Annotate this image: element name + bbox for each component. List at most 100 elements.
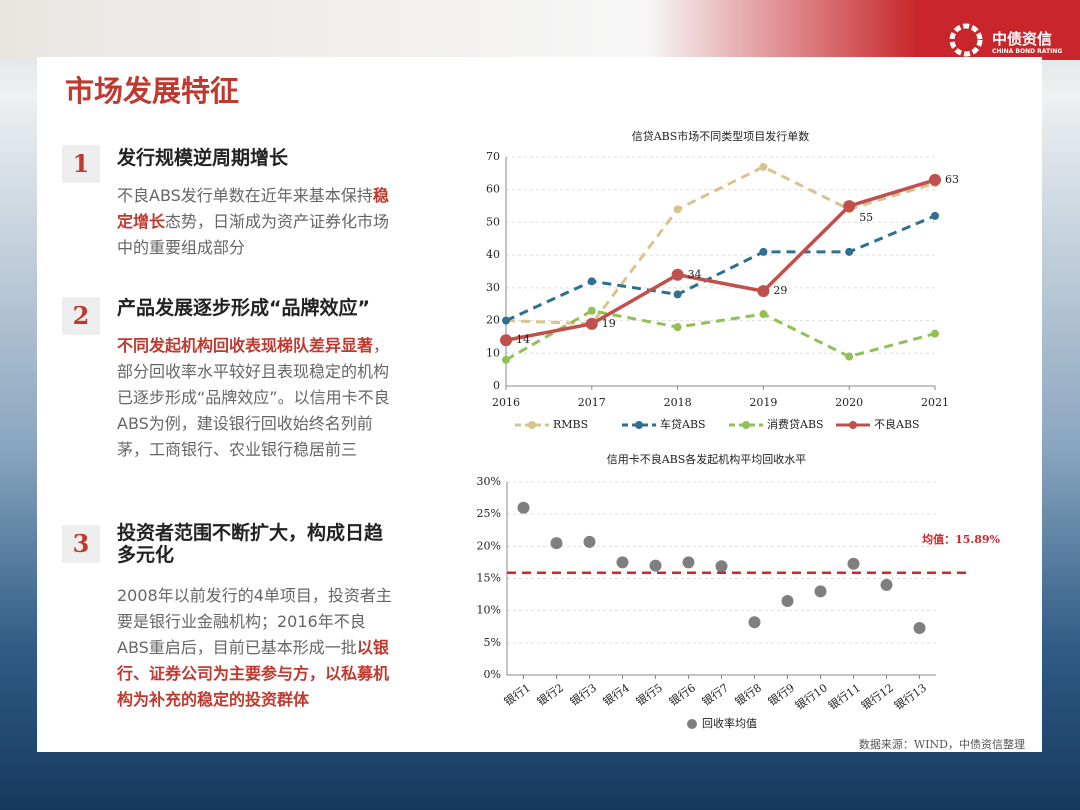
section-body: 不良ABS发行单数在近年来基本保持稳定增长态势，日渐成为资产证券化市场中的重要组… (117, 183, 392, 261)
body-text: 不良ABS发行单数在近年来基本保持 (117, 186, 373, 205)
data-label: 55 (859, 211, 873, 224)
x-tick-label: 银行6 (666, 680, 698, 708)
legend-label: 回收率均值 (702, 716, 757, 730)
logo-sub: CHINA BOND RATING (992, 48, 1063, 55)
data-label: 29 (773, 284, 787, 297)
y-tick-label: 0% (484, 668, 501, 681)
section-number: 1 (62, 145, 100, 183)
x-tick-label: 2017 (578, 396, 606, 409)
y-tick-label: 10 (486, 346, 500, 359)
point (587, 306, 596, 315)
point (880, 578, 893, 591)
point (673, 205, 682, 214)
x-tick-label: 2016 (492, 396, 520, 409)
section-title: 发行规模逆周期增长 (117, 147, 289, 169)
point (673, 290, 682, 299)
point (845, 247, 854, 256)
x-tick-label: 银行7 (699, 680, 731, 708)
point (502, 316, 510, 325)
point (931, 329, 939, 338)
point (913, 622, 926, 635)
x-tick-label: 2020 (835, 396, 863, 409)
source: 数据来源：WIND，中债资信整理 (858, 738, 1025, 751)
point (616, 556, 629, 569)
y-tick-label: 30 (486, 281, 500, 294)
emphasis: 不同发起机构回收表现梯队差异显著 (117, 336, 374, 355)
chart-title: 信用卡不良ABS各发起机构平均回收水平 (607, 452, 807, 466)
y-tick-label: 70 (486, 150, 500, 163)
point (500, 334, 512, 347)
slide-title: 市场发展特征 (65, 74, 240, 108)
line (505, 165, 936, 326)
legend-label: 不良ABS (874, 417, 920, 431)
section-number: 2 (62, 297, 100, 335)
point (814, 585, 827, 598)
point (781, 595, 794, 608)
point (682, 556, 695, 569)
line (505, 309, 936, 362)
point (550, 537, 563, 550)
y-tick-label: 5% (484, 636, 501, 649)
point (847, 557, 860, 570)
panel (37, 57, 1042, 752)
data-label: 63 (945, 173, 959, 186)
point (517, 501, 530, 514)
section-body: 2008年以前发行的4单项目，投资者主要是银行业金融机构；2016年不良ABS重… (117, 583, 392, 713)
x-tick-label: 银行11 (825, 680, 863, 712)
body-text: ，部分回收率水平较好且表现稳定的机构已逐步形成“品牌效应”。以信用卡不良ABS为… (117, 336, 390, 459)
data-label: 34 (688, 268, 702, 281)
x-tick-label: 2019 (749, 396, 777, 409)
legend-marker (742, 421, 750, 429)
y-tick-label: 40 (486, 248, 500, 261)
x-tick-label: 银行12 (858, 680, 896, 712)
body-text: 2008年以前发行的4单项目，投资者主要是银行业金融机构；2016年不良ABS重… (117, 586, 392, 657)
body-text: 态势，日渐成为资产证券化市场中的重要组成部分 (117, 212, 390, 257)
data-label: 19 (602, 317, 616, 330)
x-tick-label: 2018 (664, 396, 692, 409)
section-number: 3 (62, 525, 100, 563)
point (929, 173, 941, 186)
point (843, 200, 856, 213)
point (502, 355, 510, 364)
point (759, 162, 768, 171)
point (757, 285, 770, 298)
point (715, 560, 728, 573)
x-tick-label: 银行10 (792, 680, 830, 712)
x-tick-label: 银行4 (600, 680, 632, 708)
point (759, 310, 768, 319)
section-body: 不同发起机构回收表现梯队差异显著，部分回收率水平较好且表现稳定的机构已逐步形成“… (117, 333, 392, 463)
legend-label: 车贷ABS (660, 417, 706, 431)
emphasis: 稳定增长 (117, 186, 389, 231)
top-band (0, 0, 1080, 60)
y-tick-label: 30% (477, 475, 501, 488)
y-tick-label: 10% (477, 604, 501, 617)
point (931, 211, 939, 220)
y-tick-label: 20 (486, 314, 500, 327)
logo-name: 中债资信 (992, 30, 1053, 48)
x-tick-label: 2021 (921, 396, 949, 409)
x-tick-label: 银行5 (633, 680, 665, 708)
x-tick-label: 银行13 (891, 680, 929, 712)
data-label: 14 (516, 333, 530, 346)
line (505, 214, 936, 322)
x-tick-label: 银行1 (501, 680, 533, 708)
y-tick-label: 25% (477, 507, 501, 520)
x-tick-label: 银行2 (534, 680, 566, 708)
x-tick-label: 银行3 (567, 680, 599, 708)
point (845, 352, 854, 361)
emphasis: 以银行、证券公司为主要参与方，以私募机构为补充的稳定的投资群体 (117, 638, 390, 709)
y-tick-label: 20% (477, 539, 501, 552)
section-title: 投资者范围不断扩大，构成日趋多元化 (117, 522, 384, 566)
y-tick-label: 0 (493, 379, 500, 392)
point (585, 317, 598, 330)
legend-marker (687, 719, 697, 729)
point (583, 535, 596, 548)
legend-marker (528, 421, 536, 429)
chart-title: 信贷ABS市场不同类型项目发行单数 (632, 129, 810, 143)
y-tick-label: 50 (486, 215, 500, 228)
mean-label: 均值：15.89% (922, 532, 1000, 546)
y-tick-label: 60 (486, 183, 500, 196)
